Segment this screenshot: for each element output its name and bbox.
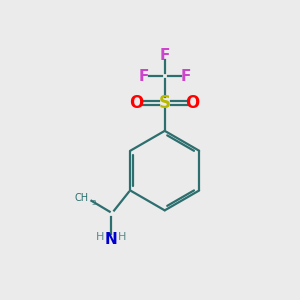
Text: O: O xyxy=(186,94,200,112)
Text: H: H xyxy=(96,232,104,242)
Text: S: S xyxy=(159,94,171,112)
Text: N: N xyxy=(105,232,118,247)
Text: CH: CH xyxy=(75,193,89,203)
Text: O: O xyxy=(130,94,144,112)
Text: F: F xyxy=(160,48,170,63)
Text: F: F xyxy=(139,69,149,84)
Text: H: H xyxy=(118,232,127,242)
Text: 3: 3 xyxy=(91,200,96,206)
Text: F: F xyxy=(180,69,190,84)
